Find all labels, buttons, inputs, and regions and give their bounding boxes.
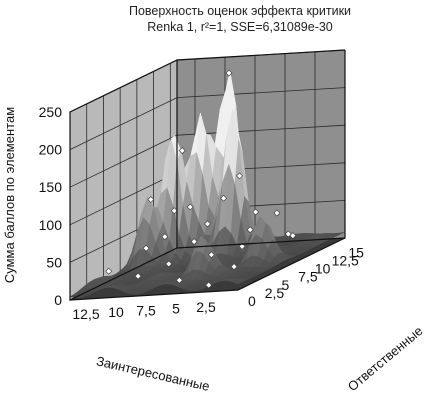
data-point <box>246 226 254 234</box>
x-tick-label: 10 <box>108 304 124 320</box>
data-points <box>105 69 297 289</box>
frame <box>69 49 346 301</box>
z-tick-label: 250 <box>39 104 63 120</box>
data-point <box>175 276 183 284</box>
z-tick-label: 100 <box>39 217 63 233</box>
z-axis-label: Сумма баллов по элементам <box>2 107 17 283</box>
data-point <box>134 272 142 280</box>
surface <box>69 70 346 299</box>
x-tick-label: 12,5 <box>72 306 99 322</box>
data-point <box>178 147 186 155</box>
data-point <box>142 244 150 252</box>
y-tick-label: 5 <box>281 277 289 293</box>
ticks: 0501001502002502,557,51012,502,557,51012… <box>39 104 364 322</box>
data-point <box>161 233 169 241</box>
data-point <box>190 238 198 246</box>
data-point <box>170 207 178 215</box>
y-tick-label: 15 <box>348 244 364 260</box>
data-point <box>186 203 194 211</box>
data-point <box>147 196 155 204</box>
data-point <box>236 172 244 180</box>
z-tick-label: 200 <box>39 142 63 158</box>
data-point <box>204 220 211 228</box>
chart-title: Поверхность оценок эффекта критики <box>129 4 351 18</box>
x-tick-label: 5 <box>172 301 180 317</box>
data-point <box>238 242 246 250</box>
data-point <box>105 267 113 275</box>
z-tick-label: 150 <box>39 179 63 195</box>
y-tick-label: 10 <box>315 261 331 277</box>
data-point <box>220 194 228 202</box>
data-point <box>205 281 213 289</box>
data-point <box>225 69 233 77</box>
data-point <box>284 230 292 238</box>
y-tick-label: 7,5 <box>298 269 318 285</box>
y-tick-label: 12,5 <box>332 252 359 268</box>
x-axis-label: Заинтересованные <box>95 353 211 394</box>
z-tick-label: 0 <box>54 292 62 308</box>
y-tick-label: 0 <box>248 293 256 309</box>
data-point <box>252 208 260 216</box>
data-point <box>230 263 238 271</box>
x-tick-label: 2,5 <box>196 299 216 315</box>
chart-subtitle: Renka 1, r²=1, SSE=6,31089e-30 <box>147 20 333 34</box>
y-tick-label: 2,5 <box>265 285 285 301</box>
x-tick-label: 7,5 <box>136 302 156 318</box>
data-point <box>273 209 281 217</box>
data-point <box>207 251 215 259</box>
y-axis-label: Ответственные <box>345 323 426 394</box>
z-tick-label: 50 <box>46 254 62 270</box>
data-point <box>165 260 173 268</box>
